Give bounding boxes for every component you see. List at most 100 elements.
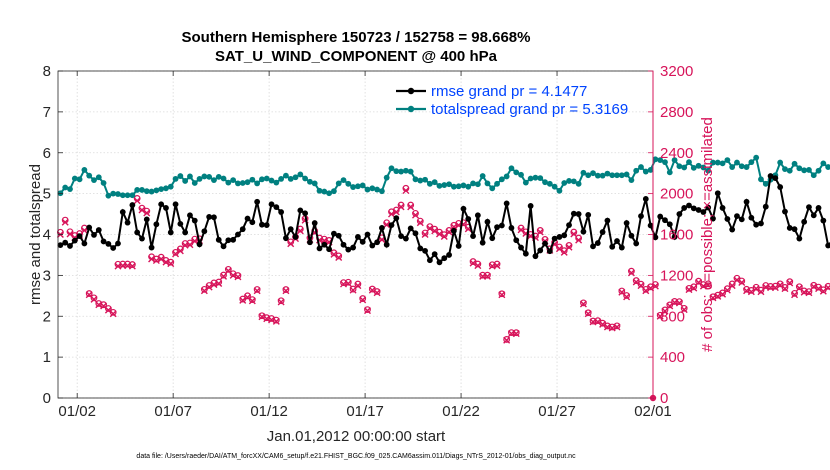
spread-marker [292, 174, 299, 181]
rmse-marker [331, 230, 337, 237]
obs-assimilated-marker [80, 226, 88, 234]
obs-possible-marker [584, 309, 592, 317]
rmse-marker [777, 184, 784, 190]
spread-marker [820, 160, 827, 167]
obs-assimilated-marker [512, 330, 520, 338]
obs-assimilated-marker [282, 287, 290, 295]
obs-assimilated-marker [781, 285, 789, 293]
obs-assimilated-marker [599, 320, 607, 328]
obs-assimilated-marker [397, 203, 405, 211]
obs-possible-marker [733, 274, 741, 282]
obs-assimilated-marker [426, 224, 434, 232]
spread-marker [383, 174, 390, 181]
obs-possible-marker [805, 288, 813, 296]
legend-spread-label: totalspread grand pr = 5.3169 [431, 101, 628, 118]
spread-marker [498, 176, 505, 183]
rmse-marker [705, 204, 712, 211]
axis-layer: 01/02 01/07 01/12 01/17 01/22 01/27 02/0101234… [43, 63, 694, 420]
rmse-marker [206, 214, 213, 220]
rmse-marker [182, 229, 189, 236]
obs-possible-marker [210, 279, 218, 287]
rmse-marker [518, 244, 524, 251]
obs-assimilated-marker [421, 231, 429, 238]
spread-marker [743, 164, 750, 170]
obs-assimilated-marker [411, 211, 419, 219]
obs-assimilated-marker [747, 288, 755, 296]
obs-possible-marker [349, 285, 357, 293]
rmse-marker [796, 235, 803, 242]
spread-marker [503, 173, 510, 180]
obs-assimilated-marker [61, 218, 69, 226]
spread-marker [335, 180, 342, 187]
rmse-marker [71, 237, 78, 244]
rmse-marker [527, 202, 534, 209]
obs-possible-marker [618, 287, 626, 295]
y2-tick-label: 3200 [660, 63, 693, 80]
rmse-marker [820, 217, 827, 224]
rmse-marker [542, 240, 548, 247]
rmse-marker [666, 221, 673, 228]
rmse-marker [326, 246, 333, 253]
rmse-marker [551, 235, 558, 242]
obs-assimilated-marker [714, 292, 722, 300]
spread-marker [263, 175, 270, 182]
spread-marker [172, 176, 179, 182]
spread-marker [431, 179, 438, 186]
obs-assimilated-marker [503, 336, 511, 344]
rmse-marker [143, 216, 150, 223]
rmse-marker [235, 231, 241, 238]
rmse-marker [302, 210, 309, 217]
rmse-marker [100, 238, 107, 245]
obs-assimilated-marker [565, 243, 573, 251]
rmse-marker [62, 239, 69, 246]
y2-tick-label: 800 [660, 308, 685, 325]
obs-assimilated-marker [244, 293, 252, 301]
rmse-marker [407, 225, 414, 232]
spread-marker [412, 176, 419, 183]
spread-marker [230, 177, 237, 184]
obs-assimilated-marker [186, 241, 194, 249]
spread-marker [225, 179, 232, 186]
spread-marker [206, 173, 213, 180]
rmse-marker [671, 234, 678, 240]
obs-assimilated-marker [632, 278, 640, 286]
spread-marker [340, 177, 347, 184]
spread-marker [585, 172, 592, 179]
y-tick-label: 8 [43, 63, 51, 80]
spread-marker [666, 169, 673, 176]
obs-assimilated-marker [824, 284, 830, 292]
spread-marker [724, 157, 731, 164]
rmse-marker [422, 247, 428, 254]
spread-marker [273, 179, 280, 186]
spread-marker [119, 192, 126, 199]
rmse-marker [604, 217, 611, 224]
spread-marker [57, 190, 64, 197]
obs-possible-marker [512, 329, 520, 337]
rmse-marker [729, 226, 736, 233]
obs-assimilated-marker [172, 250, 180, 258]
rmse-marker [446, 252, 452, 258]
obs-possible-marker [632, 277, 640, 284]
rmse-marker [470, 233, 476, 240]
obs-possible-marker [824, 282, 830, 290]
obs-assimilated-marker [200, 287, 208, 295]
obs-possible-marker [282, 286, 290, 293]
spread-marker [714, 159, 721, 166]
obs-possible-marker [608, 323, 616, 331]
rmse-marker [81, 240, 88, 247]
spread-marker [86, 172, 93, 179]
rmse-marker [681, 205, 688, 211]
rmse-marker [652, 234, 659, 241]
obs-assimilated-marker [690, 284, 698, 292]
spread-marker [508, 165, 515, 172]
rmse-marker [474, 212, 481, 219]
rmse-marker [767, 173, 774, 179]
rmse-marker [321, 241, 328, 248]
spread-marker [71, 175, 78, 182]
obs-assimilated-marker [709, 294, 717, 302]
rmse-marker [628, 232, 635, 239]
rmse-marker [345, 246, 352, 253]
rmse-marker [638, 213, 644, 220]
spread-marker [791, 160, 798, 167]
